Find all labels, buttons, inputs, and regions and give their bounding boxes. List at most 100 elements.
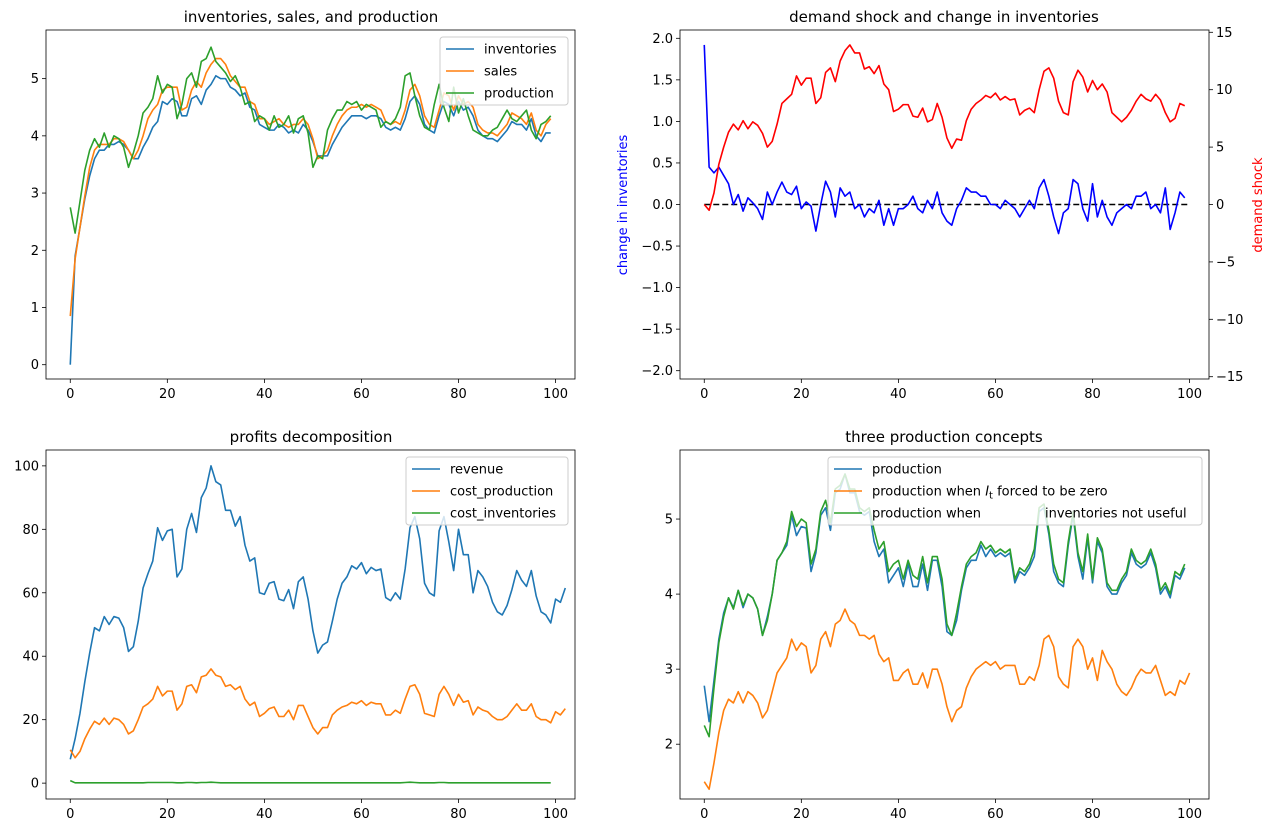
y-tick-label: −1.0 <box>641 281 673 296</box>
x-tick-label: 40 <box>890 807 907 822</box>
y2-tick-label: 0 <box>1216 198 1224 213</box>
legend-entry: production when inventories not useful <box>872 507 1187 522</box>
legend-entry: production when It forced to be zero <box>872 485 1108 502</box>
plot-frame <box>679 29 1210 380</box>
legend-box <box>439 36 569 106</box>
x-tick-label: 0 <box>700 387 708 402</box>
series-line <box>69 74 551 365</box>
legend-entry: production <box>484 87 554 102</box>
series-line <box>703 473 1186 738</box>
y-tick-label: 2.0 <box>652 32 673 47</box>
y-tick-label: 2 <box>665 738 673 753</box>
x-tick-label: 20 <box>793 387 810 402</box>
y-tick-label: 40 <box>22 650 39 665</box>
y-tick-label: 100 <box>14 459 39 474</box>
x-tick-label: 60 <box>987 807 1004 822</box>
x-tick-label: 80 <box>1084 807 1101 822</box>
chart-title: demand shock and change in inventories <box>789 8 1099 26</box>
legend-entry: revenue <box>450 463 503 478</box>
y2-tick-label: −15 <box>1216 370 1243 385</box>
x-tick-label: 60 <box>987 387 1004 402</box>
y-tick-label: 1 <box>31 301 39 316</box>
y2-tick-label: 5 <box>1216 141 1224 156</box>
y-tick-label: 1.0 <box>652 115 673 130</box>
y-tick-label: 0 <box>31 777 39 792</box>
x-tick-label: 0 <box>66 387 74 402</box>
x-tick-label: 40 <box>256 387 273 402</box>
x-tick-label: 80 <box>450 807 467 822</box>
y2-tick-label: −5 <box>1216 255 1235 270</box>
legend-box <box>827 456 1203 526</box>
y-tick-label: 60 <box>22 586 39 601</box>
chart-inventories-sales-production: inventories, sales, and production 0 20 40… <box>31 8 576 402</box>
plot-frame <box>45 29 576 380</box>
x-tick-label: 20 <box>159 807 176 822</box>
x-tick-label: 100 <box>1177 387 1202 402</box>
axis-ticks: 0 20 40 60 80 100−2.0−1.5−1.0−0.50.00.51.01.5… <box>641 26 1243 402</box>
plot-frame <box>45 449 576 800</box>
x-tick-label: 80 <box>450 387 467 402</box>
y2-tick-label: −10 <box>1216 313 1243 328</box>
legend: inventories sales production <box>439 36 569 106</box>
y-tick-label: 5 <box>31 72 39 87</box>
legend-entry: production <box>872 463 942 478</box>
legend-entry: cost_production <box>450 485 553 500</box>
x-tick-label: 20 <box>793 807 810 822</box>
y-tick-label: 1.5 <box>652 73 673 88</box>
x-tick-label: 100 <box>1177 807 1202 822</box>
x-tick-label: 0 <box>66 807 74 822</box>
x-tick-label: 60 <box>353 807 370 822</box>
series-line <box>69 668 566 759</box>
axis-ticks: 0 20 40 60 80 100 0 20 40 60 80 100 <box>14 459 568 822</box>
y-tick-label: 3 <box>31 187 39 202</box>
chart-title: three production concepts <box>845 428 1043 446</box>
y-tick-label: 4 <box>31 129 39 144</box>
series-line <box>703 44 1186 212</box>
y-tick-label: 20 <box>22 713 39 728</box>
y-tick-label: 2 <box>31 244 39 259</box>
y-axis-label: change in inventories <box>616 135 631 276</box>
y-tick-label: 0 <box>31 358 39 373</box>
axis-ticks: 0 20 40 60 80 100 0 1 2 3 4 5 <box>31 72 568 402</box>
legend-entry: sales <box>484 65 517 80</box>
y-tick-label: 0.0 <box>652 198 673 213</box>
chart-title: profits decomposition <box>230 428 393 446</box>
y-tick-label: 80 <box>22 523 39 538</box>
legend-entry: inventories <box>484 43 557 58</box>
y-tick-label: −2.0 <box>641 364 673 379</box>
x-tick-label: 0 <box>700 807 708 822</box>
legend: revenue cost_production cost_inventories <box>405 456 569 526</box>
y-tick-label: 5 <box>665 513 673 528</box>
legend: production production when It forced to b… <box>827 456 1203 526</box>
series-line <box>69 465 567 760</box>
y-tick-label: −1.5 <box>641 323 673 338</box>
y2-tick-label: 10 <box>1216 83 1233 98</box>
y-tick-label: 0.5 <box>652 156 673 171</box>
x-tick-label: 100 <box>543 807 568 822</box>
x-tick-label: 60 <box>353 387 370 402</box>
y-tick-label: 4 <box>665 588 673 603</box>
plot-lines <box>69 465 567 784</box>
y2-axis-label: demand shock <box>1251 157 1266 253</box>
plot-lines <box>703 473 1191 791</box>
series-line <box>703 608 1191 791</box>
x-tick-label: 100 <box>543 387 568 402</box>
x-tick-label: 20 <box>159 387 176 402</box>
plot-frame <box>679 449 1210 800</box>
series-line <box>703 44 1186 235</box>
plot-lines <box>703 44 1190 235</box>
legend-box <box>405 456 569 526</box>
chart-demand-shock-change-inventories: demand shock and change in inventories 0… <box>616 8 1266 402</box>
y-tick-label: 3 <box>665 663 673 678</box>
y2-tick-label: 15 <box>1216 26 1233 41</box>
x-tick-label: 80 <box>1084 387 1101 402</box>
chart-three-production-concepts: three production concepts 0 20 40 60 80 100 2 3… <box>665 428 1210 822</box>
x-tick-label: 40 <box>256 807 273 822</box>
series-line <box>69 779 551 784</box>
legend-entry: cost_inventories <box>450 507 556 522</box>
axis-ticks: 0 20 40 60 80 100 2 3 4 5 <box>665 513 1202 822</box>
chart-profits-decomposition: profits decomposition 0 20 40 60 80 100 0 20 40 6… <box>14 428 576 822</box>
series-line <box>69 46 552 234</box>
